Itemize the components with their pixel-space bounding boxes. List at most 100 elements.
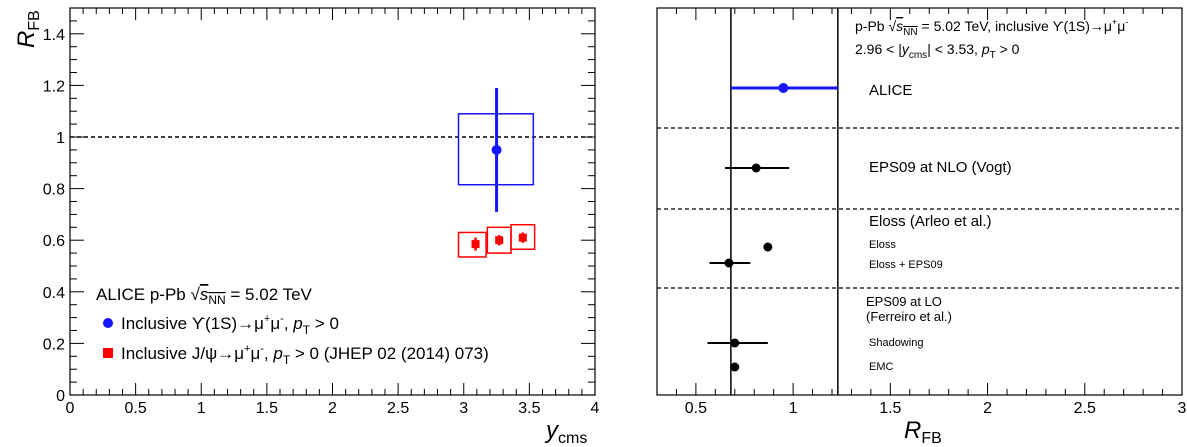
point-label-shadowing: Shadowing: [869, 337, 923, 349]
mu-plus-sup-2: +: [244, 343, 250, 355]
left-x-tick-label: 4: [591, 400, 600, 417]
legend-upsilon-cut: ,: [284, 314, 293, 333]
left-axes: 0 0.5 1 1.5 2 2.5 3 3.5 4 0 0.2 0.4 0.6 0.8 1 1.2 1.4: [43, 7, 600, 417]
mu-text-2: μ: [250, 344, 260, 363]
point-label-eloss-eps09: Eloss + EPS09: [869, 259, 943, 271]
eps09-nlo-point: [751, 163, 761, 173]
mu-minus-sup: -: [280, 313, 284, 325]
right-header-line1: p-Pb √sNN = 5.02 TeV, inclusive ϒ(1S)→μ+…: [855, 17, 1128, 38]
left-x-tick-label: 3: [459, 400, 468, 417]
legend-marker-upsilon: [103, 318, 113, 328]
jpsi-data-point: [518, 233, 527, 242]
sqrt-symbol: √: [191, 285, 201, 304]
left-x-tick-label: 3.5: [518, 400, 540, 417]
emc-point: [730, 362, 740, 372]
left-y-tick-label: 1.2: [43, 78, 65, 95]
left-x-tick-label: 0: [66, 400, 75, 417]
legend-header-value: = 5.02 TeV: [226, 285, 313, 304]
left-y-tick-label: 1: [56, 130, 65, 147]
legend-jpsi-sep: ,: [264, 344, 273, 363]
pt-sub-2: T: [283, 353, 291, 367]
left-y-tick-label: 1.4: [43, 27, 65, 44]
hdr-mu-plus: +: [1112, 17, 1117, 27]
sqrt-bar-text: s: [200, 285, 209, 304]
left-y-tick-label: 0: [56, 388, 65, 405]
left-x-title-sub: cms: [558, 430, 587, 447]
left-legend: ALICE p-Pb √sNN = 5.02 TeV Inclusive ϒ(1…: [96, 285, 489, 367]
left-x-tick-label: 2.5: [387, 400, 409, 417]
left-chart: 0 0.5 1 1.5 2 2.5 3 3.5 4 0 0.2 0.4 0.6 0.8 1 1.2 1.4 RF…: [13, 7, 600, 447]
hdr-pt-sub: T: [990, 50, 996, 61]
right-axes: 0.5 1 1.5 2 2.5 3: [656, 8, 1187, 417]
sqrt-sub-r: NN: [903, 27, 917, 38]
mu-text: μ: [270, 314, 280, 333]
left-y-tick-label: 0.4: [43, 285, 65, 302]
hdr-mu: μ: [1117, 18, 1125, 34]
jpsi-data-point: [471, 240, 480, 249]
section-title-eloss: Eloss (Arleo et al.): [869, 213, 992, 230]
left-x-tick-label: 1: [197, 400, 206, 417]
left-marks: [457, 87, 536, 258]
left-plot-frame: [69, 7, 596, 396]
point-label-emc: EMC: [869, 361, 894, 373]
mu-plus-sup: +: [264, 313, 270, 325]
legend-header: ALICE p-Pb √sNN = 5.02 TeV: [96, 285, 313, 307]
right-x-axis-title: RFB: [904, 417, 942, 447]
hdr-y-sub: cms: [909, 50, 927, 61]
left-x-tick-label: 0.5: [125, 400, 147, 417]
section-title-alice: ALICE: [869, 82, 912, 99]
sqrt-symbol-r: √: [888, 18, 896, 34]
right-x-title-main: R: [904, 417, 921, 444]
shadowing-point: [730, 338, 740, 348]
jpsi-systematic-box: [510, 223, 536, 250]
jpsi-systematic-box: [457, 231, 487, 258]
mu-minus-sup-2: -: [260, 343, 264, 355]
section-title-eps09-lo-authors: (Ferreiro et al.): [866, 309, 952, 324]
right-plot-frame: [656, 7, 1183, 396]
legend-entry-jpsi: Inclusive J/ψ→μ+μ-, pT > 0 (JHEP 02 (201…: [121, 343, 489, 367]
eloss-eps09-point: [724, 258, 734, 268]
hdr-y: y: [901, 41, 910, 57]
section-title-eps09-lo: EPS09 at LO: [866, 294, 942, 309]
legend-marker-jpsi: [103, 348, 113, 358]
left-y-title-main: R: [13, 31, 40, 48]
left-x-axis-title: ycms: [544, 417, 587, 447]
left-y-tick-label: 0.2: [43, 336, 65, 353]
right-chart: 0.5 1 1.5 2 2.5 3 RFB p-Pb √sNN = 5.02 TeV, i…: [656, 7, 1187, 447]
right-x-title-sub: FB: [921, 430, 941, 447]
jpsi-data-point: [495, 236, 504, 245]
eloss-point: [763, 242, 773, 252]
right-x-tick-label: 1: [789, 400, 798, 417]
left-x-tick-label: 1.5: [256, 400, 278, 417]
section-title-eps09-nlo: EPS09 at NLO (Vogt): [869, 159, 1012, 176]
left-x-tick-label: 2: [328, 400, 337, 417]
right-marks: [707, 83, 838, 372]
upsilon-data-point: [491, 144, 502, 155]
point-label-eloss: Eloss: [869, 239, 896, 251]
hdr-pt-cut: > 0: [996, 41, 1020, 57]
sqrt-s-r: s: [896, 18, 903, 34]
pt-cut: > 0: [310, 314, 339, 333]
right-x-tick-label: 0.5: [685, 400, 707, 417]
left-x-title-main: y: [544, 417, 560, 444]
right-x-tick-label: 2.5: [1074, 400, 1096, 417]
pt-p-2: p: [272, 344, 282, 363]
hdr-p: p: [981, 41, 990, 57]
legend-jpsi-tail: > 0 (JHEP 02 (2014) 073): [290, 344, 489, 363]
right-x-tick-label: 2: [983, 400, 992, 417]
left-y-tick-label: 0.8: [43, 182, 65, 199]
right-x-tick-label: 1.5: [879, 400, 901, 417]
left-y-axis-title: RFB: [13, 10, 43, 48]
header1-tail: = 5.02 TeV, inclusive ϒ(1S)→μ: [918, 18, 1112, 34]
sqrt-sub: NN: [208, 293, 225, 307]
pt-sub: T: [303, 323, 311, 337]
hdr-mid: | < 3.53,: [927, 41, 982, 57]
hdr-mu-minus: -: [1125, 17, 1128, 27]
right-header-line2: 2.96 < |ycms| < 3.53, pT > 0: [855, 41, 1020, 61]
right-x-tick-label: 3: [1178, 400, 1187, 417]
left-y-tick-label: 0.6: [43, 233, 65, 250]
alice-point: [778, 83, 789, 93]
legend-entry-upsilon: Inclusive ϒ(1S)→μ+μ-, pT > 0: [121, 313, 339, 337]
right-reference-layer: [657, 8, 1182, 395]
